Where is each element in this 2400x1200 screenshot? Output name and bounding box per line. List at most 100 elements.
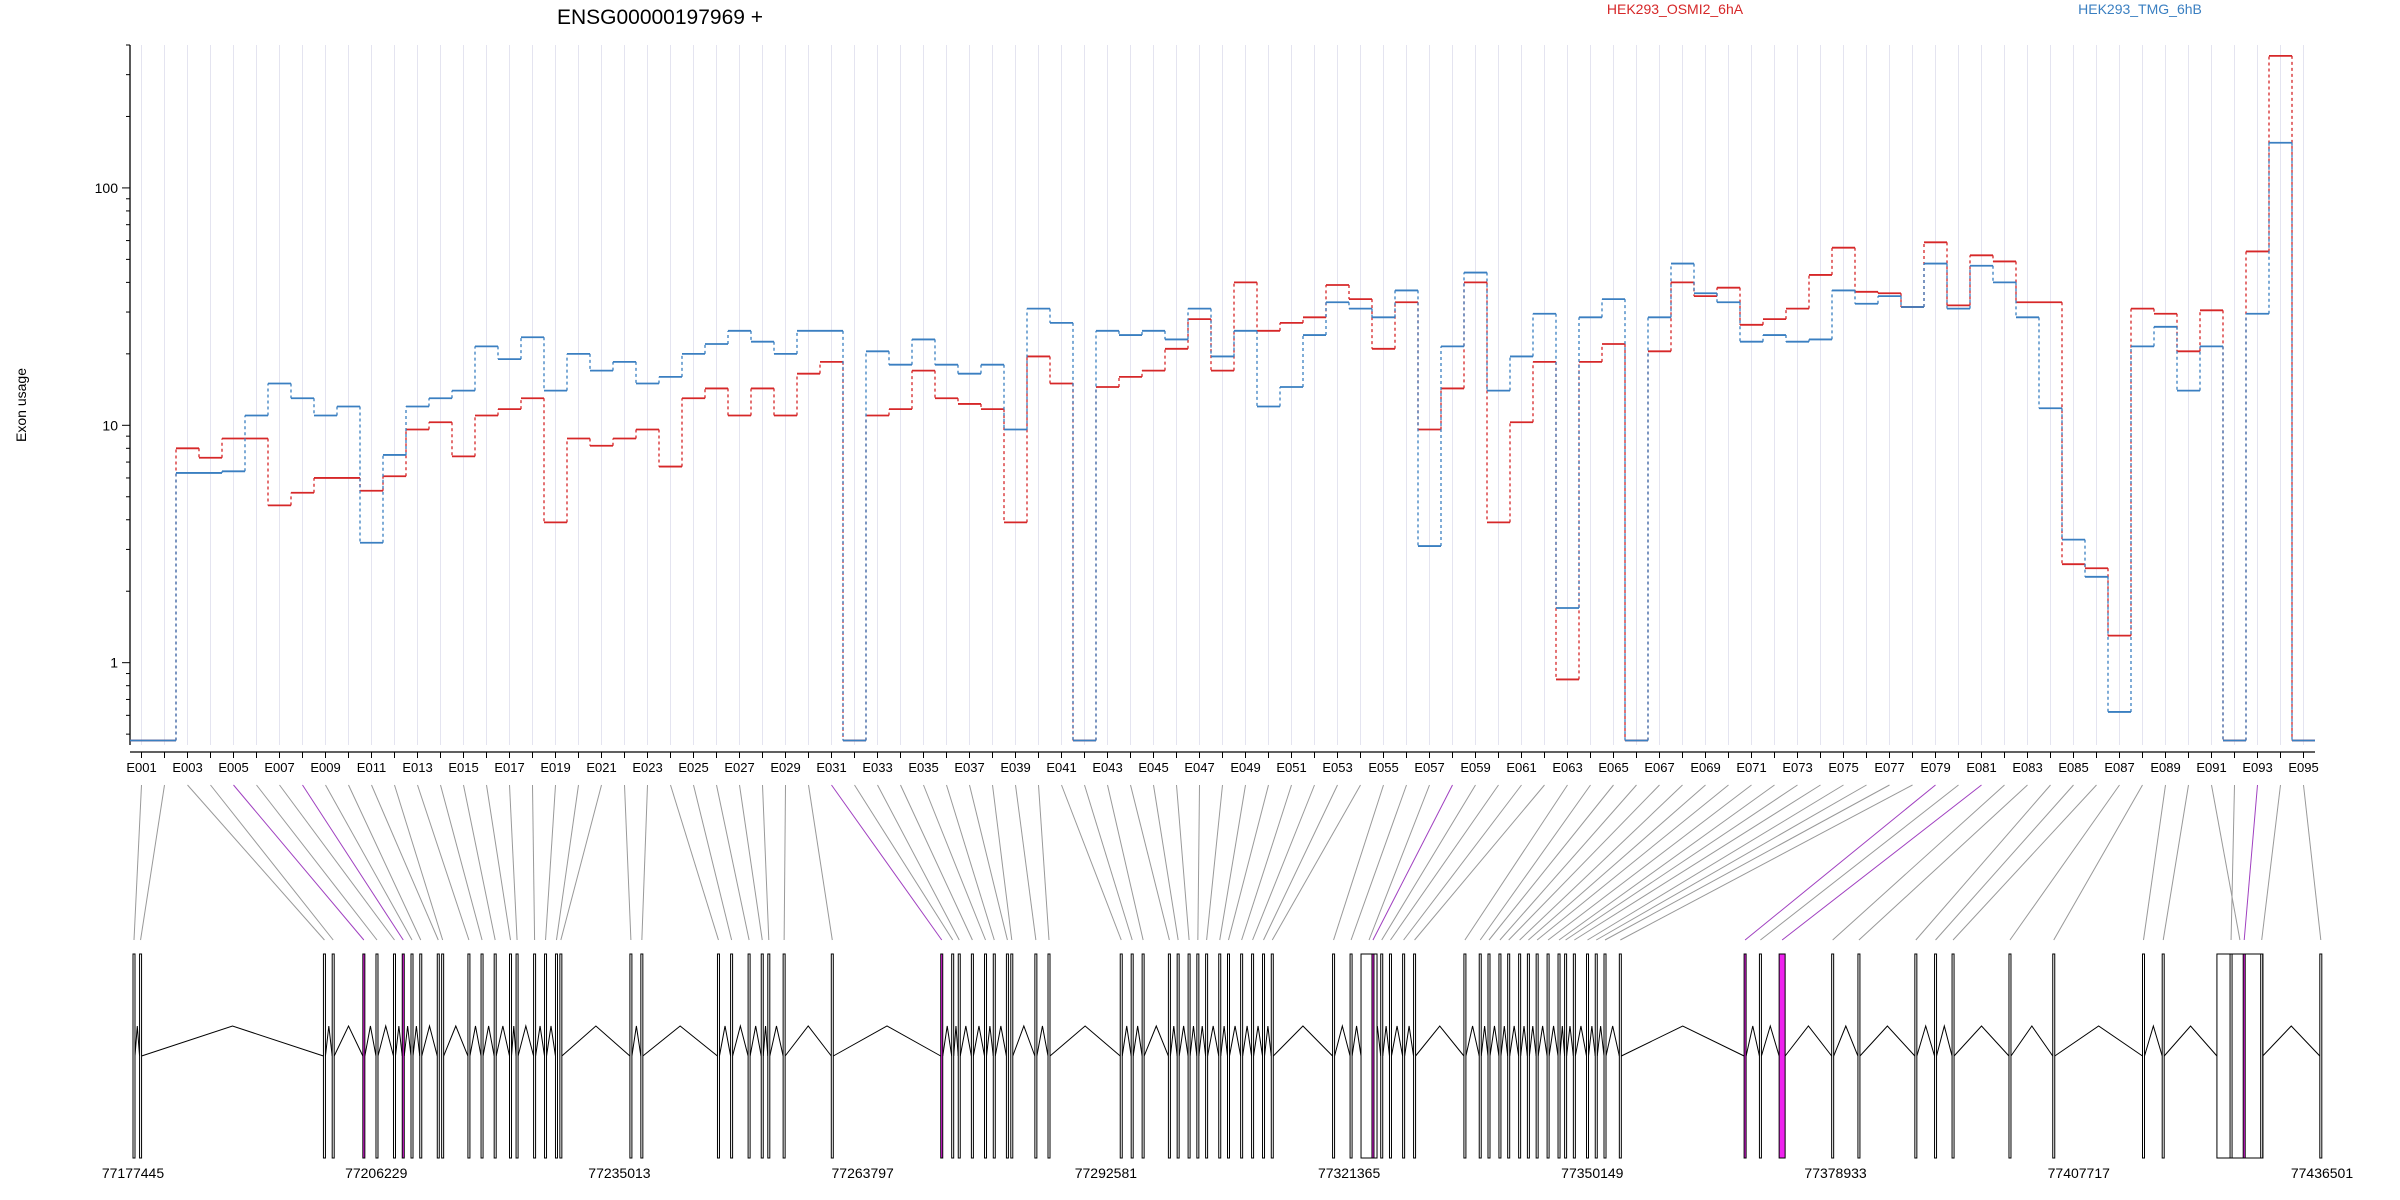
x-tick-label: E021: [586, 760, 616, 775]
exon: [1743, 953, 1747, 1159]
exon-link: [992, 784, 1013, 941]
exon: [331, 953, 335, 1159]
exon-link: [1499, 784, 1637, 941]
intron: [1242, 1025, 1253, 1057]
exon: [1487, 953, 1491, 1159]
intron: [1520, 1025, 1528, 1057]
exon: [1535, 953, 1539, 1159]
genomic-coordinate-label: 77321365: [1318, 1165, 1381, 1181]
genomic-coordinate-label: 77350149: [1561, 1165, 1624, 1181]
exon-link: [1464, 784, 1568, 941]
intron: [1272, 1025, 1333, 1057]
exon-link: [1519, 784, 1683, 941]
exon: [1507, 953, 1511, 1159]
y-tick-label: 10: [102, 417, 118, 433]
intron: [1382, 1025, 1390, 1057]
exon-link: [808, 784, 833, 941]
exon-link: [946, 784, 995, 941]
exon: [401, 953, 405, 1159]
exon-link: [1547, 784, 1752, 941]
exon: [139, 953, 143, 1159]
exon-link: [233, 784, 365, 941]
intron: [1489, 1025, 1500, 1057]
x-tick-label: E091: [2196, 760, 2226, 775]
exon: [1218, 953, 1222, 1159]
exon: [1498, 953, 1502, 1159]
exon: [1934, 953, 1938, 1159]
x-tick-label: E027: [724, 760, 754, 775]
exon-link: [210, 784, 334, 941]
intron: [994, 1025, 1007, 1057]
exon: [767, 953, 771, 1159]
exon: [375, 953, 379, 1159]
intron: [495, 1025, 510, 1057]
exon: [1262, 953, 1266, 1159]
exon: [1518, 953, 1522, 1159]
x-axis: E001 E003 E005 E007 E009 E011 E013 E015 E017 E019…: [126, 751, 2319, 775]
x-tick-label: E007: [264, 760, 294, 775]
exon: [1463, 953, 1467, 1159]
intron: [1189, 1025, 1198, 1057]
intron: [1528, 1025, 1537, 1057]
exon-link: [1479, 784, 1591, 941]
exon: [957, 953, 961, 1159]
intron: [959, 1025, 972, 1057]
x-tick-label: E009: [310, 760, 340, 775]
x-tick-label: E073: [1782, 760, 1812, 775]
exon-link: [716, 784, 750, 941]
exon-link: [133, 784, 142, 941]
x-tick-label: E025: [678, 760, 708, 775]
x-tick-label: E019: [540, 760, 570, 775]
x-tick-label: E063: [1552, 760, 1582, 775]
exon: [1047, 953, 1051, 1159]
exon-link: [1153, 784, 1179, 941]
exon: [515, 953, 519, 1159]
genomic-coordinate-label: 77177445: [102, 1165, 165, 1181]
exon-link: [1587, 784, 1844, 941]
intron: [1509, 1025, 1520, 1057]
intron: [2054, 1025, 2143, 1057]
exon: [1914, 953, 1918, 1159]
x-tick-label: E075: [1828, 760, 1858, 775]
exon-link: [739, 784, 763, 941]
x-tick-label: E023: [632, 760, 662, 775]
intron: [1121, 1025, 1132, 1057]
x-tick-label: E015: [448, 760, 478, 775]
intron: [732, 1024, 749, 1057]
series-lines: [130, 54, 2315, 742]
intron: [1198, 1025, 1207, 1057]
exon-link: [670, 784, 719, 941]
exon-link: [1536, 784, 1729, 941]
x-tick-label: E083: [2012, 760, 2042, 775]
exon-link: [1915, 784, 2051, 941]
exon: [1546, 953, 1550, 1159]
intron: [403, 1025, 412, 1057]
exon: [1758, 953, 1762, 1159]
exon-link: [1219, 784, 1246, 941]
exon: [2142, 953, 2146, 1159]
exon: [629, 953, 633, 1159]
exon-link: [1508, 784, 1660, 941]
x-tick-label: E033: [862, 760, 892, 775]
exon-link: [831, 784, 943, 941]
exon: [2242, 953, 2246, 1159]
x-tick-label: E067: [1644, 760, 1674, 775]
exon-link: [1558, 784, 1775, 941]
exon-link: [2211, 784, 2241, 941]
exon-link: [348, 784, 422, 941]
chart-title: ENSG00000197969 +: [557, 6, 763, 29]
x-tick-label: E053: [1322, 760, 1352, 775]
intron: [2262, 1025, 2321, 1057]
y-axis: 1 10 100: [95, 44, 131, 745]
exon-link: [1241, 784, 1292, 941]
exon: [2216, 953, 2264, 1159]
exon: [467, 953, 471, 1159]
intron: [1605, 1025, 1620, 1057]
intron: [1621, 1025, 1745, 1057]
exon: [1951, 953, 1955, 1159]
exon: [760, 953, 764, 1159]
exon: [1010, 953, 1014, 1159]
exon-link: [2162, 784, 2189, 941]
x-tick-label: E001: [126, 760, 156, 775]
intron: [1784, 1025, 1833, 1057]
